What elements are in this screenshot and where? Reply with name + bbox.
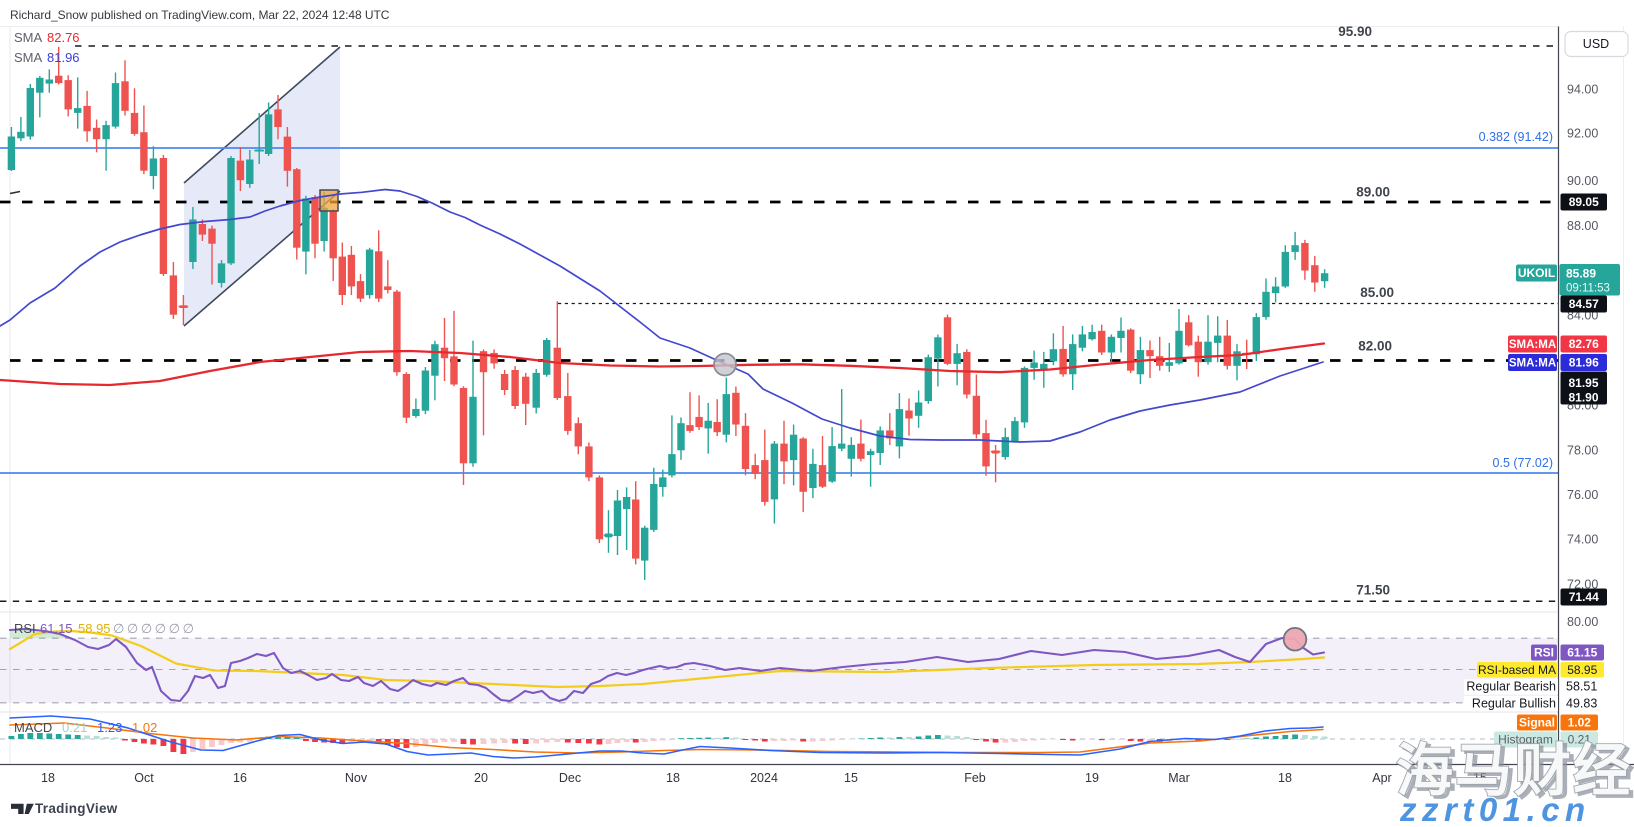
svg-text:1.02: 1.02 (1568, 716, 1592, 730)
svg-text:0.382 (91.42): 0.382 (91.42) (1479, 130, 1553, 144)
svg-text:82.76: 82.76 (47, 30, 80, 45)
svg-text:Richard_Snow published on Trad: Richard_Snow published on TradingView.co… (10, 8, 390, 22)
svg-text:zzrt01.cn: zzrt01.cn (1399, 791, 1591, 827)
svg-text:16: 16 (233, 771, 247, 785)
svg-text:0.21: 0.21 (62, 720, 87, 735)
svg-text:74.00: 74.00 (1567, 533, 1598, 547)
svg-text:Oct: Oct (134, 771, 154, 785)
svg-text:15: 15 (844, 771, 858, 785)
svg-text:Regular Bullish: Regular Bullish (1472, 697, 1556, 711)
svg-text:09:11:53: 09:11:53 (1566, 283, 1610, 295)
svg-text:15: 15 (1473, 771, 1487, 785)
svg-text:0.21: 0.21 (1568, 733, 1592, 747)
svg-text:90.00: 90.00 (1567, 174, 1598, 188)
svg-text:94.00: 94.00 (1567, 83, 1598, 97)
svg-text:19: 19 (1085, 771, 1099, 785)
svg-text:SMA:MA: SMA:MA (1509, 339, 1556, 351)
svg-text:76.00: 76.00 (1567, 488, 1598, 502)
svg-text:海马财经: 海马财经 (1400, 742, 1634, 806)
svg-text:81.96: 81.96 (1569, 356, 1599, 370)
svg-text:USD: USD (1583, 37, 1609, 51)
svg-text:58.51: 58.51 (1566, 680, 1597, 694)
svg-text:84.57: 84.57 (1569, 297, 1599, 311)
svg-text:58.95: 58.95 (78, 621, 111, 636)
svg-text:UKOIL: UKOIL (1518, 266, 1555, 280)
svg-text:Histogram: Histogram (1498, 733, 1553, 747)
svg-text:85.89: 85.89 (1566, 267, 1596, 281)
svg-text:Apr: Apr (1372, 771, 1391, 785)
svg-text:92.00: 92.00 (1567, 127, 1598, 141)
svg-text:∅∅∅∅∅∅: ∅∅∅∅∅∅ (113, 621, 197, 636)
svg-text:61.15: 61.15 (40, 621, 73, 636)
svg-text:1.02: 1.02 (132, 720, 157, 735)
svg-text:Dec: Dec (559, 771, 581, 785)
svg-text:RSI-based MA: RSI-based MA (1478, 663, 1556, 677)
svg-text:RSI: RSI (14, 621, 36, 636)
svg-text:RSI: RSI (1534, 646, 1554, 660)
svg-text:82.00: 82.00 (1358, 339, 1392, 354)
svg-text:Signal: Signal (1519, 716, 1555, 730)
svg-text:88.00: 88.00 (1567, 219, 1598, 233)
svg-text:海马财经: 海马财经 (1396, 739, 1632, 803)
svg-text:20: 20 (474, 771, 488, 785)
svg-text:58.95: 58.95 (1567, 663, 1597, 677)
svg-text:78.00: 78.00 (1567, 444, 1598, 458)
svg-text:SMA:MA: SMA:MA (1509, 358, 1556, 370)
svg-text:18: 18 (41, 771, 55, 785)
svg-text:0.5 (77.02): 0.5 (77.02) (1493, 456, 1553, 470)
svg-text:Mar: Mar (1168, 771, 1190, 785)
svg-text:18: 18 (1278, 771, 1292, 785)
svg-text:95.90: 95.90 (1338, 24, 1372, 39)
svg-text:89.00: 89.00 (1356, 185, 1390, 200)
svg-text:TradingView: TradingView (35, 801, 118, 816)
svg-text:61.15: 61.15 (1567, 646, 1597, 660)
svg-text:81.90: 81.90 (1568, 391, 1598, 405)
svg-text:Nov: Nov (345, 771, 368, 785)
svg-text:71.44: 71.44 (1569, 590, 1599, 604)
svg-text:80.00: 80.00 (1567, 615, 1598, 629)
svg-text:85.00: 85.00 (1360, 285, 1394, 300)
svg-text:49.83: 49.83 (1566, 697, 1597, 711)
svg-text:71.50: 71.50 (1356, 583, 1390, 598)
svg-text:81.96: 81.96 (47, 50, 80, 65)
svg-text:1.23: 1.23 (97, 720, 122, 735)
svg-text:Feb: Feb (964, 771, 986, 785)
svg-text:81.95: 81.95 (1568, 376, 1598, 390)
svg-text:SMA: SMA (14, 30, 43, 45)
svg-text:Regular Bearish: Regular Bearish (1466, 680, 1556, 694)
svg-text:SMA: SMA (14, 50, 43, 65)
svg-text:18: 18 (666, 771, 680, 785)
svg-text:MACD: MACD (14, 720, 52, 735)
svg-text:2024: 2024 (750, 771, 778, 785)
svg-text:82.76: 82.76 (1569, 337, 1599, 351)
svg-text:89.05: 89.05 (1569, 195, 1599, 209)
svg-text:72.00: 72.00 (1567, 578, 1598, 592)
